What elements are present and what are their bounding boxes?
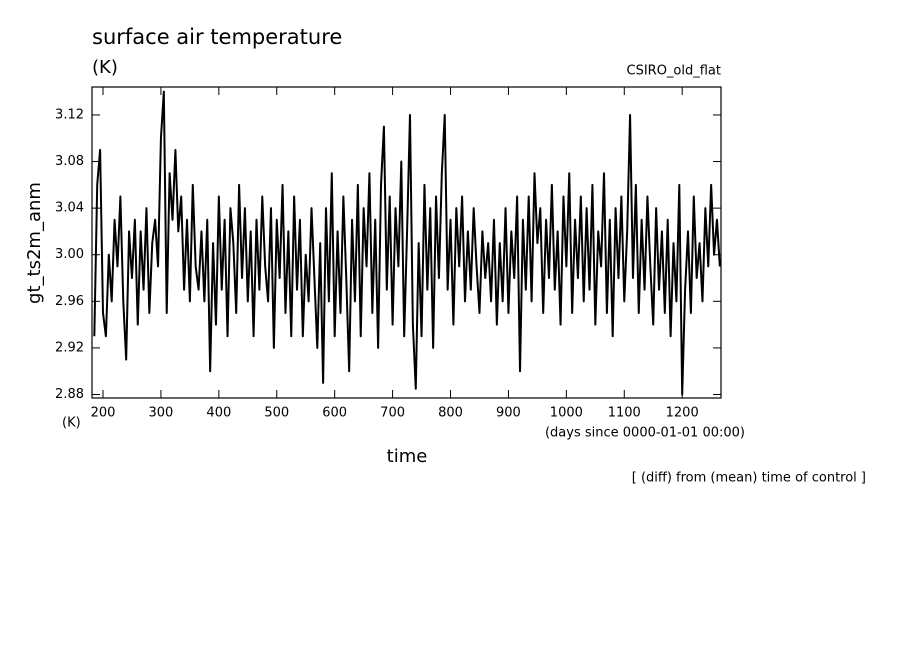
- chart-title: surface air temperature: [92, 25, 342, 49]
- x-units: (days since 0000-01-01 00:00): [545, 426, 745, 441]
- x-tick-label: 200: [91, 406, 116, 421]
- x-tick-label: 1200: [666, 406, 699, 421]
- x-tick-label: 700: [380, 406, 405, 421]
- x-axis-label: time: [387, 446, 428, 467]
- x-tick-label: 300: [149, 406, 174, 421]
- line: [93, 90, 721, 396]
- x-tick-label: 1100: [608, 406, 641, 421]
- y-units: (K): [62, 416, 81, 431]
- y-tick-label: 3.04: [55, 201, 84, 216]
- x-tick-label: 400: [206, 406, 231, 421]
- y-tick-label: 3.00: [55, 247, 84, 262]
- y-tick-label: 2.92: [55, 340, 84, 355]
- x-tick-label: 1000: [550, 406, 583, 421]
- x-tick-label: 800: [438, 406, 463, 421]
- x-tick-label: 600: [322, 406, 347, 421]
- y-tick-label: 3.08: [55, 154, 84, 169]
- units: (K): [92, 57, 118, 78]
- x-tick-label: 500: [264, 406, 289, 421]
- source: CSIRO_old_flat: [627, 64, 722, 79]
- y-axis-label: gt_ts2m_anm: [24, 182, 45, 304]
- y-tick-label: 2.88: [55, 387, 84, 402]
- x-tick-label: 900: [496, 406, 521, 421]
- plot-frame: [91, 86, 722, 399]
- note: [ (diff) from (mean) time of control ]: [632, 471, 866, 486]
- y-tick-label: 2.96: [55, 294, 84, 309]
- y-tick-label: 3.12: [55, 107, 84, 122]
